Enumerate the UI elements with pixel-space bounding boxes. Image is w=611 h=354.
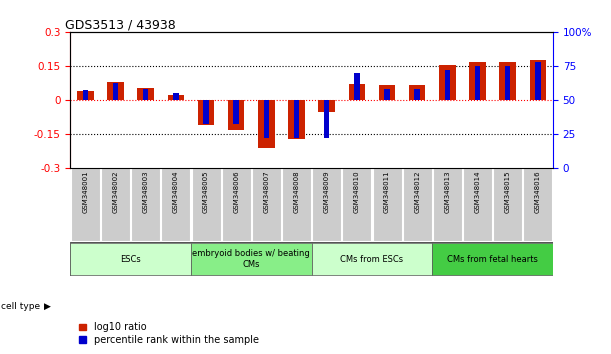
FancyBboxPatch shape [191, 243, 312, 275]
Bar [530, 60, 546, 100]
FancyBboxPatch shape [282, 168, 311, 241]
Bar [167, 95, 184, 100]
FancyBboxPatch shape [222, 168, 251, 241]
FancyBboxPatch shape [312, 168, 341, 241]
Text: GSM348012: GSM348012 [414, 171, 420, 213]
Text: GSM348009: GSM348009 [324, 171, 330, 213]
Text: cell type: cell type [1, 302, 40, 311]
Bar [354, 73, 360, 100]
Text: GSM348010: GSM348010 [354, 171, 360, 213]
Bar [203, 100, 209, 124]
Text: GSM348001: GSM348001 [82, 171, 89, 213]
Bar [143, 89, 148, 100]
Bar [107, 82, 124, 100]
Bar [77, 91, 93, 100]
Text: GSM348003: GSM348003 [143, 171, 148, 213]
Text: GSM348002: GSM348002 [112, 171, 119, 213]
FancyBboxPatch shape [131, 168, 160, 241]
Bar [469, 62, 486, 100]
Bar [228, 100, 244, 130]
Text: GSM348005: GSM348005 [203, 171, 209, 213]
Bar [113, 84, 119, 100]
Text: GSM348016: GSM348016 [535, 171, 541, 213]
Text: ▶: ▶ [44, 302, 51, 311]
Bar [324, 100, 329, 138]
Bar [258, 100, 275, 148]
Bar [82, 90, 88, 100]
Bar [409, 85, 425, 100]
Text: GSM348006: GSM348006 [233, 171, 239, 213]
Text: embryoid bodies w/ beating
CMs: embryoid bodies w/ beating CMs [192, 250, 310, 269]
Bar [263, 100, 269, 138]
Bar [439, 65, 456, 100]
FancyBboxPatch shape [70, 243, 191, 275]
Text: GSM348008: GSM348008 [293, 171, 299, 213]
Bar [233, 100, 239, 124]
Bar [294, 100, 299, 138]
Bar [288, 100, 305, 139]
FancyBboxPatch shape [312, 243, 433, 275]
Bar [348, 84, 365, 100]
Bar [499, 62, 516, 100]
FancyBboxPatch shape [433, 243, 553, 275]
FancyBboxPatch shape [373, 168, 401, 241]
FancyBboxPatch shape [433, 168, 462, 241]
FancyBboxPatch shape [403, 168, 432, 241]
Bar [414, 89, 420, 100]
FancyBboxPatch shape [161, 168, 191, 241]
FancyBboxPatch shape [493, 168, 522, 241]
Bar [535, 62, 541, 100]
Text: GSM348011: GSM348011 [384, 171, 390, 213]
Text: GSM348007: GSM348007 [263, 171, 269, 213]
Text: GSM348004: GSM348004 [173, 171, 179, 213]
Bar [379, 85, 395, 100]
FancyBboxPatch shape [101, 168, 130, 241]
Legend: log10 ratio, percentile rank within the sample: log10 ratio, percentile rank within the … [75, 319, 263, 349]
Bar [384, 89, 390, 100]
Bar [505, 66, 510, 100]
Text: GDS3513 / 43938: GDS3513 / 43938 [65, 19, 176, 32]
Bar [318, 100, 335, 112]
FancyBboxPatch shape [191, 168, 221, 241]
Text: CMs from ESCs: CMs from ESCs [340, 255, 403, 264]
Text: GSM348015: GSM348015 [505, 171, 511, 213]
FancyBboxPatch shape [252, 168, 281, 241]
Bar [475, 66, 480, 100]
Bar [198, 100, 214, 125]
FancyBboxPatch shape [463, 168, 492, 241]
Bar [137, 88, 154, 100]
Text: ESCs: ESCs [120, 255, 141, 264]
FancyBboxPatch shape [342, 168, 371, 241]
Bar [173, 93, 178, 100]
Text: GSM348014: GSM348014 [475, 171, 480, 213]
FancyBboxPatch shape [71, 168, 100, 241]
Text: GSM348013: GSM348013 [444, 171, 450, 213]
FancyBboxPatch shape [524, 168, 552, 241]
Bar [445, 70, 450, 100]
Text: CMs from fetal hearts: CMs from fetal hearts [447, 255, 538, 264]
